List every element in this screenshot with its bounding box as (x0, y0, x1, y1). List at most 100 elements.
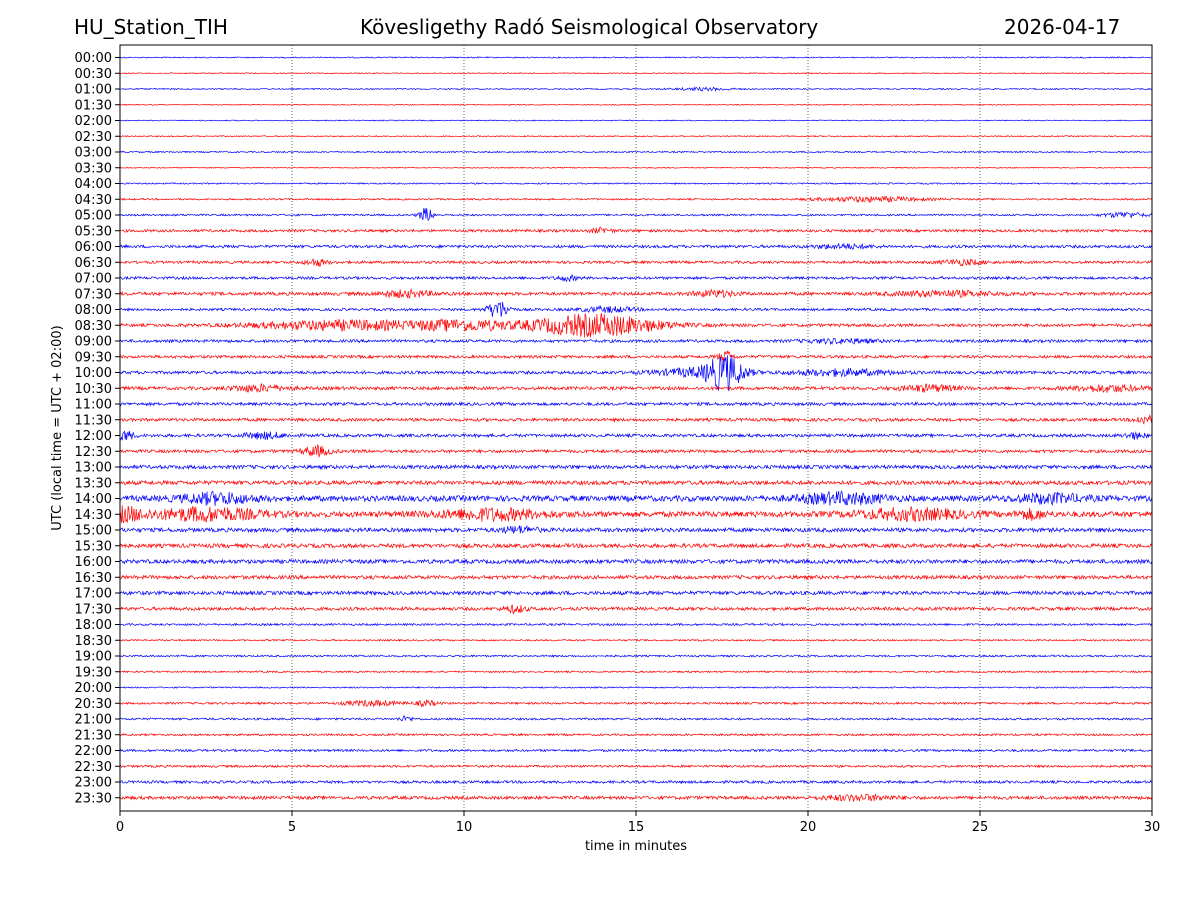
x-tick-label: 25 (972, 820, 989, 835)
trace-line (119, 288, 1153, 299)
y-tick-label: 20:00 (75, 681, 112, 696)
trace-line (119, 479, 1153, 487)
trace-line (119, 505, 1153, 523)
y-tick-label: 01:00 (75, 83, 112, 98)
trace-line (119, 764, 1153, 769)
y-tick-label: 03:30 (75, 161, 112, 176)
y-tick-label: 14:30 (75, 508, 112, 523)
chart-date: 2026-04-17 (1004, 15, 1121, 39)
y-tick-label: 22:30 (75, 760, 112, 775)
y-tick-label: 06:00 (75, 240, 112, 255)
y-tick-label: 20:30 (75, 697, 112, 712)
y-tick-label: 23:30 (75, 791, 112, 806)
trace-line (119, 195, 1153, 204)
trace-line (119, 166, 1153, 169)
trace-line (119, 574, 1153, 581)
trace-line (119, 715, 1153, 723)
y-tick-label: 16:00 (75, 555, 112, 570)
y-tick-label: 23:00 (75, 776, 112, 791)
trace-line (119, 638, 1153, 642)
y-tick-label: 04:30 (75, 193, 112, 208)
y-tick-label: 17:00 (75, 587, 112, 602)
y-tick-label: 03:00 (75, 146, 112, 161)
x-tick-label: 20 (800, 820, 817, 835)
y-tick-label: 11:30 (75, 413, 112, 428)
trace-line (119, 103, 1153, 106)
trace-line (119, 604, 1153, 615)
y-axis-label: UTC (local time = UTC + 02:00) (50, 325, 65, 530)
y-tick-label: 12:00 (75, 429, 112, 444)
y-tick-label: 00:30 (75, 67, 112, 82)
trace-line (119, 558, 1153, 565)
x-ticks: 0 5 10 15 20 25 30 (116, 811, 1160, 835)
y-tick-label: 21:00 (75, 713, 112, 728)
trace-line (119, 490, 1153, 507)
trace-line (119, 208, 1153, 222)
trace-line (119, 686, 1153, 689)
trace-line (119, 312, 1153, 338)
trace-line (119, 86, 1153, 93)
y-tick-label: 09:00 (75, 335, 112, 350)
x-tick-label: 10 (456, 820, 473, 835)
trace-line (119, 72, 1153, 75)
trace-line (119, 430, 1153, 441)
y-tick-label: 18:00 (75, 618, 112, 633)
trace-line (119, 226, 1153, 234)
trace-line (119, 779, 1153, 785)
trace-line (119, 748, 1153, 753)
y-tick-label: 07:30 (75, 287, 112, 302)
y-tick-label: 01:30 (75, 98, 112, 113)
trace-line (119, 698, 1153, 708)
trace-line (119, 135, 1153, 138)
trace-line (119, 301, 1153, 317)
y-tick-label: 22:00 (75, 744, 112, 759)
x-tick-label: 5 (288, 820, 296, 835)
x-tick-label: 0 (116, 820, 124, 835)
trace-line (119, 182, 1153, 185)
trace-line (119, 654, 1153, 658)
y-tick-label: 11:00 (75, 398, 112, 413)
trace-line (119, 119, 1153, 122)
trace-line (119, 382, 1153, 393)
y-tick-label: 21:30 (75, 728, 112, 743)
y-tick-label: 00:00 (75, 51, 112, 66)
trace-line (119, 337, 1153, 346)
trace-line (119, 401, 1153, 407)
y-tick-label: 13:00 (75, 461, 112, 476)
chart-title: Kövesligethy Radó Seismological Observat… (360, 15, 819, 39)
trace-line (119, 622, 1153, 627)
y-tick-label: 09:30 (75, 350, 112, 365)
trace-line (119, 444, 1153, 458)
trace-line (119, 524, 1153, 535)
trace-line (119, 542, 1153, 550)
y-tick-label: 16:30 (75, 571, 112, 586)
y-tick-label: 04:00 (75, 177, 112, 192)
y-tick-labels: 00:0000:3001:0001:3002:0002:3003:0003:30… (75, 51, 120, 806)
y-tick-label: 17:30 (75, 602, 112, 617)
trace-layer (119, 56, 1153, 802)
trace-line (119, 258, 1153, 268)
y-tick-label: 10:30 (75, 382, 112, 397)
trace-line (119, 463, 1153, 471)
y-tick-label: 12:30 (75, 445, 112, 460)
y-tick-label: 07:00 (75, 272, 112, 287)
y-tick-label: 14:00 (75, 492, 112, 507)
y-tick-label: 15:00 (75, 524, 112, 539)
trace-line (119, 350, 1153, 363)
trace-line (119, 793, 1153, 802)
trace-line (119, 150, 1153, 154)
y-tick-label: 08:00 (75, 303, 112, 318)
trace-line (119, 355, 1153, 391)
trace-line (119, 589, 1153, 597)
y-tick-label: 19:30 (75, 665, 112, 680)
trace-line (119, 413, 1153, 425)
y-tick-label: 06:30 (75, 256, 112, 271)
x-axis-label: time in minutes (585, 839, 687, 854)
y-tick-label: 15:30 (75, 539, 112, 554)
y-tick-label: 13:30 (75, 476, 112, 491)
y-tick-label: 05:30 (75, 224, 112, 239)
y-tick-label: 02:30 (75, 130, 112, 145)
grid-layer (291, 45, 981, 811)
y-tick-label: 19:00 (75, 650, 112, 665)
